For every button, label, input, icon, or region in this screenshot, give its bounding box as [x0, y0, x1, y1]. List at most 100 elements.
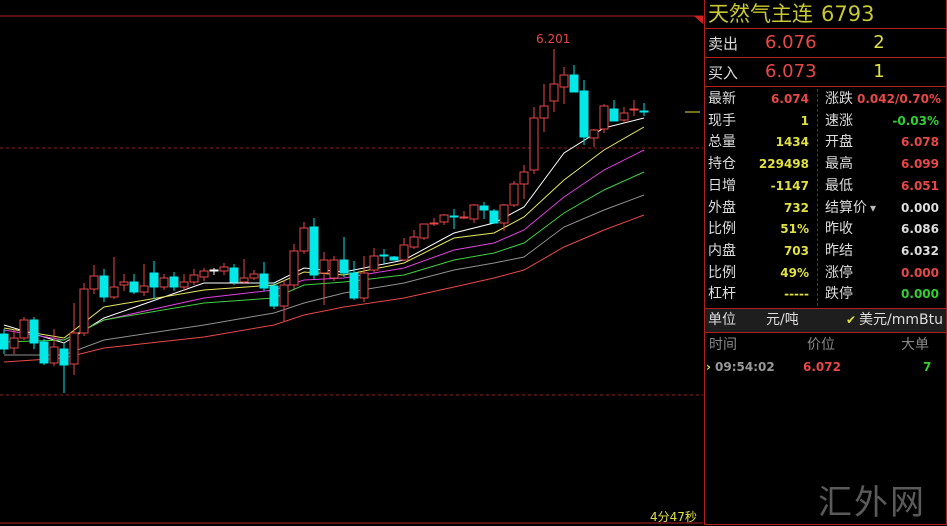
stat-left-0: 最新 6.074 [708, 89, 809, 110]
candle [279, 280, 289, 321]
candle-body [199, 270, 209, 278]
tick-time: 09:54:02 [715, 360, 775, 374]
stat-label-wrap: 比例 [708, 263, 736, 284]
candle-body [149, 272, 159, 288]
candle-body [179, 281, 189, 288]
stat-left-2: 总量 1434 [708, 132, 809, 153]
candle-body [79, 288, 89, 334]
stat-value: 0.000 [901, 287, 939, 302]
candle-body [89, 275, 99, 290]
candle-body [489, 210, 499, 224]
candle [109, 257, 119, 299]
stat-value: ----- [784, 287, 809, 302]
stat-value: 6.099 [901, 157, 939, 172]
candle-body [239, 277, 249, 283]
candle-body [169, 276, 179, 288]
candle-body [409, 236, 419, 248]
stat-value: 0.000 [901, 200, 939, 215]
col-time: 时间 [709, 337, 737, 353]
candle [219, 263, 229, 275]
candle [79, 283, 89, 336]
candle-body [609, 108, 619, 122]
candle [299, 222, 309, 254]
unit-option-usd-group[interactable]: ✔ 美元/mmBtu [846, 309, 943, 332]
stat-label: 杠杆 [708, 286, 736, 303]
candle-body [289, 250, 299, 286]
check-icon: ✔ [845, 313, 857, 327]
dropdown-caret-icon[interactable]: ▾ [870, 200, 877, 215]
unit-label: 单位 [708, 312, 736, 328]
stat-left-4: 日增 -1147 [708, 176, 809, 197]
candle-body [59, 348, 69, 366]
candle-body [119, 281, 129, 286]
stat-right-5[interactable]: 结算价 ▾ 0.000 [825, 198, 939, 219]
unit-option-yuan-per-ton[interactable]: 元/吨 [766, 312, 799, 328]
instrument-name: 天然气主连 [708, 2, 813, 26]
candle [399, 238, 409, 261]
candle-body [139, 285, 149, 293]
stat-right-9: 跌停 0.000 [825, 284, 939, 305]
candle-body [189, 274, 199, 283]
cursor-arrow-icon: › [706, 360, 711, 374]
stat-right-1: 速涨 -0.03% [825, 111, 939, 132]
candle [319, 252, 329, 305]
stat-right-2: 开盘 6.078 [825, 132, 939, 153]
candle-body [599, 105, 609, 130]
stat-value: 6.032 [901, 243, 939, 258]
bid-price: 6.073 [765, 61, 817, 82]
moving-average-line [3, 126, 645, 339]
stat-left-9: 杠杆 ----- [708, 284, 809, 305]
candle-body [499, 204, 509, 224]
candle-body [429, 222, 439, 225]
stat-value: -0.03% [892, 113, 939, 128]
moving-average-line [3, 149, 645, 341]
ticks-header: 时间 价位 大单 [705, 333, 946, 357]
candle-body [309, 226, 319, 276]
candle [349, 261, 359, 300]
candle [29, 317, 39, 349]
candle [359, 256, 369, 302]
candle-body [389, 256, 399, 261]
stat-value: 6.074 [771, 92, 809, 106]
stat-value: 1434 [775, 135, 809, 150]
candle [509, 181, 519, 207]
corner-marker-icon [694, 16, 703, 24]
candle [39, 339, 49, 365]
stat-label-wrap: 涨停 [825, 263, 853, 284]
candle [329, 256, 339, 281]
stat-right-3: 最高 6.099 [825, 154, 939, 175]
candle [409, 230, 419, 249]
candle-body [69, 332, 79, 365]
stats-divider [817, 89, 818, 306]
stat-left-3: 持仓 229498 [708, 154, 809, 175]
candle [59, 343, 69, 393]
candle-body [349, 272, 359, 299]
candle [229, 264, 239, 285]
stat-value: -1147 [770, 178, 809, 193]
candle-body [339, 259, 349, 274]
stat-value: 0.042/0.70% [857, 92, 941, 106]
high-price-label: 6.201 [536, 32, 571, 46]
stat-label-wrap: 内盘 [708, 241, 736, 262]
candle [449, 209, 459, 229]
stat-value: 6.078 [901, 135, 939, 150]
candle [289, 244, 299, 289]
stat-label-wrap: 昨收 [825, 219, 853, 240]
candle [529, 107, 539, 174]
instrument-title: 天然气主连 6793 [705, 0, 946, 29]
stat-left-8: 比例 49% [708, 263, 809, 284]
col-price: 价位 [807, 337, 835, 353]
stat-left-1: 现手 1 [708, 111, 809, 132]
unit-option-usd-mmbtu[interactable]: 美元/mmBtu [859, 312, 943, 328]
candle [119, 274, 129, 291]
stat-label: 开盘 [825, 134, 853, 151]
candle [619, 107, 629, 123]
candle [459, 211, 469, 219]
candle-body [229, 267, 239, 283]
stat-label-wrap: 持仓 [708, 154, 736, 175]
stat-label-wrap: 跌停 [825, 284, 853, 305]
stat-label-wrap: 杠杆 [708, 284, 736, 305]
candle [519, 165, 529, 199]
candlestick-chart[interactable] [0, 0, 704, 526]
candle [269, 282, 279, 309]
